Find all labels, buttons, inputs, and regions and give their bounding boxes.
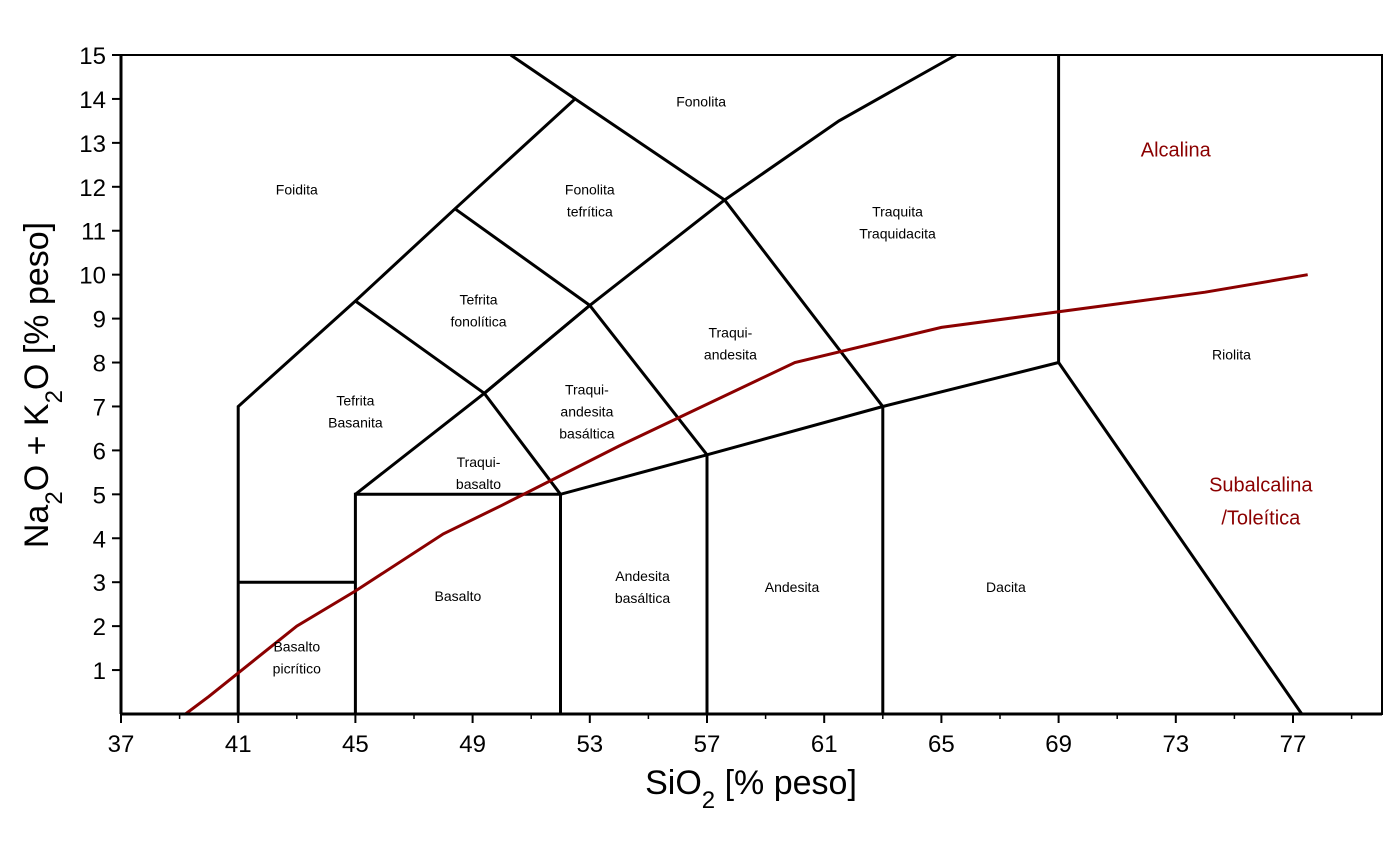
- x-tick-label-0: 37: [108, 731, 135, 758]
- series-label-1: Subalcalina/Toleítica: [1209, 475, 1313, 530]
- field-label-9: Traqui-basalto: [456, 454, 501, 492]
- y-tick-label-7: 8: [93, 351, 106, 378]
- x-tick-label-2: 45: [342, 731, 369, 758]
- field-label-13: Basalto: [435, 588, 482, 604]
- y-tick-label-0: 1: [93, 658, 106, 685]
- x-axis-title: SiO2 [% peso]: [645, 764, 857, 814]
- y-tick-label-3: 4: [93, 526, 106, 553]
- y-tick-label-6: 7: [93, 394, 106, 421]
- x-tick-label-3: 49: [459, 731, 486, 758]
- y-tick-label-4: 5: [93, 482, 106, 509]
- plot-area: Fonolita Foidita Fonolita tefrítica Traquita…: [120, 53, 1383, 715]
- x-tick-label-9: 73: [1162, 731, 1189, 758]
- x-tick-label-1: 41: [225, 731, 252, 758]
- y-axis-title: Na2O + K2O [% peso]: [18, 222, 68, 548]
- field-label-5: Traqui-andesita: [704, 324, 757, 362]
- y-tick-label-13: 14: [79, 87, 106, 114]
- y-tick-label-2: 3: [93, 570, 106, 597]
- y-tick-label-1: 2: [93, 614, 106, 641]
- x-tick-label-5: 57: [694, 731, 721, 758]
- field-label-11: Andesita: [765, 579, 820, 595]
- y-tick-label-11: 12: [79, 175, 106, 202]
- x-tick-label-8: 69: [1045, 731, 1072, 758]
- field-label-3: Traquita Traquidacita: [859, 203, 936, 241]
- field-label-7: Tefrita Basanita: [328, 392, 383, 430]
- field-boundary-0: [236, 96, 1304, 715]
- x-tick-label-4: 53: [576, 731, 603, 758]
- field-label-14: Basalto picrítico: [273, 638, 321, 676]
- field-boundary-2: [353, 405, 884, 714]
- field-label-6: Riolita: [1212, 346, 1251, 362]
- alkaline-divider-line: [184, 273, 1308, 714]
- field-boundary-8: [588, 304, 709, 456]
- x-tick-label-6: 61: [811, 731, 838, 758]
- y-tick-label-9: 10: [79, 263, 106, 290]
- y-tick-label-12: 13: [79, 131, 106, 158]
- field-label-0: Fonolita: [676, 94, 726, 110]
- y-tick-label-10: 11: [81, 219, 106, 246]
- x-axis: 37 41 45 49 53 57 61 65 69 73 77: [108, 712, 1382, 758]
- series-label-0: Alcalina: [1141, 140, 1212, 162]
- y-tick-label-14: 15: [79, 43, 106, 70]
- field-label-1: Foidita: [276, 182, 318, 198]
- y-tick-label-8: 9: [93, 307, 106, 334]
- x-tick-label-7: 65: [928, 731, 955, 758]
- field-boundary-11: [354, 53, 957, 496]
- field-label-4: Tefrita fonolítica: [450, 291, 506, 329]
- field-label-8: Traqui-andesita basáltica: [559, 381, 614, 441]
- field-boundary-9: [509, 53, 576, 101]
- field-label-12: Dacita: [986, 579, 1026, 595]
- x-tick-label-10: 77: [1280, 731, 1307, 758]
- field-label-10: Andesita basáltica: [615, 568, 670, 606]
- field-label-2: Fonolita tefrítica: [565, 182, 615, 220]
- y-tick-label-5: 6: [93, 438, 106, 465]
